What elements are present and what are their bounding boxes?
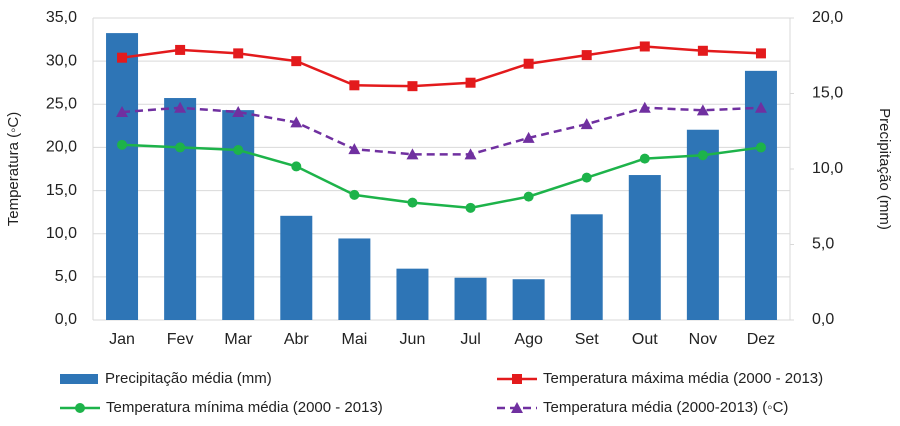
point xyxy=(291,56,302,67)
y2-tick-label: 5,0 xyxy=(812,236,834,253)
y2-tick-label: 20,0 xyxy=(812,9,843,26)
point xyxy=(755,48,766,59)
point xyxy=(639,153,650,164)
y2-axis-label: Precipitação (mm) xyxy=(876,108,893,230)
y-tick-label: 5,0 xyxy=(55,268,77,285)
x-tick-label: Jun xyxy=(400,331,426,348)
y-tick-label: 20,0 xyxy=(46,139,77,156)
point xyxy=(174,101,187,113)
line xyxy=(121,45,762,88)
point xyxy=(755,142,766,153)
y2-tick-label: 0,0 xyxy=(812,311,834,328)
point xyxy=(175,44,186,55)
legend-label: Temperatura máxima média (2000 - 2013) xyxy=(543,370,823,387)
point xyxy=(639,41,650,52)
point xyxy=(638,101,651,113)
bar xyxy=(280,215,313,320)
bar xyxy=(628,175,661,320)
bar xyxy=(338,238,371,320)
point xyxy=(696,104,709,116)
point xyxy=(233,48,244,59)
y2-tick-label: 10,0 xyxy=(812,160,843,177)
point xyxy=(523,191,534,202)
y-tick-label: 30,0 xyxy=(46,52,77,69)
point xyxy=(465,202,476,213)
y-tick-label: 10,0 xyxy=(46,225,77,242)
x-tick-label: Out xyxy=(632,331,658,348)
x-tick-label: Abr xyxy=(284,331,310,348)
point xyxy=(116,106,129,118)
y-axis-label: Temperatura (◦C) xyxy=(5,112,22,227)
point xyxy=(291,161,302,172)
point xyxy=(581,50,592,61)
point xyxy=(523,58,534,69)
point xyxy=(117,139,128,150)
point xyxy=(232,106,245,118)
point xyxy=(580,118,593,130)
point xyxy=(406,148,419,160)
point xyxy=(407,197,418,208)
bar xyxy=(222,110,255,320)
y2-tick-label: 15,0 xyxy=(812,85,843,102)
x-tick-label: Mai xyxy=(341,331,367,348)
legend-label: Temperatura média (2000-2013) (◦C) xyxy=(543,399,788,416)
point xyxy=(697,150,708,161)
point xyxy=(522,131,535,143)
y-tick-label: 25,0 xyxy=(46,96,77,113)
point xyxy=(349,80,360,91)
y-tick-label: 15,0 xyxy=(46,182,77,199)
point xyxy=(117,52,128,63)
bar xyxy=(454,277,487,320)
legend-marker xyxy=(75,403,85,413)
x-tick-label: Ago xyxy=(514,331,543,348)
legend-marker xyxy=(511,402,523,413)
bar xyxy=(686,129,719,320)
line xyxy=(121,106,762,156)
y-tick-label: 0,0 xyxy=(55,311,77,328)
point xyxy=(348,143,361,155)
legend-label: Precipitação média (mm) xyxy=(105,370,272,387)
bar xyxy=(396,268,429,320)
x-tick-label: Set xyxy=(575,331,600,348)
legend-swatch xyxy=(60,374,98,384)
y-tick-label: 35,0 xyxy=(46,9,77,26)
point xyxy=(349,189,360,200)
bar xyxy=(512,279,545,320)
x-tick-label: Fev xyxy=(167,331,194,348)
x-tick-label: Jul xyxy=(460,331,480,348)
legend-label: Temperatura mínima média (2000 - 2013) xyxy=(106,399,383,416)
x-tick-label: Nov xyxy=(689,331,717,348)
x-tick-label: Dez xyxy=(747,331,775,348)
point xyxy=(465,77,476,88)
x-tick-label: Mar xyxy=(224,331,252,348)
point xyxy=(754,101,767,113)
point xyxy=(175,142,186,153)
line xyxy=(121,143,762,210)
point xyxy=(464,148,477,160)
legend-marker xyxy=(512,374,522,384)
point xyxy=(233,145,244,156)
point xyxy=(581,172,592,183)
point xyxy=(697,45,708,56)
bar xyxy=(106,33,139,320)
bar xyxy=(570,214,603,320)
x-tick-label: Jan xyxy=(109,331,135,348)
point xyxy=(407,81,418,92)
bar xyxy=(164,98,197,320)
point xyxy=(290,116,303,128)
